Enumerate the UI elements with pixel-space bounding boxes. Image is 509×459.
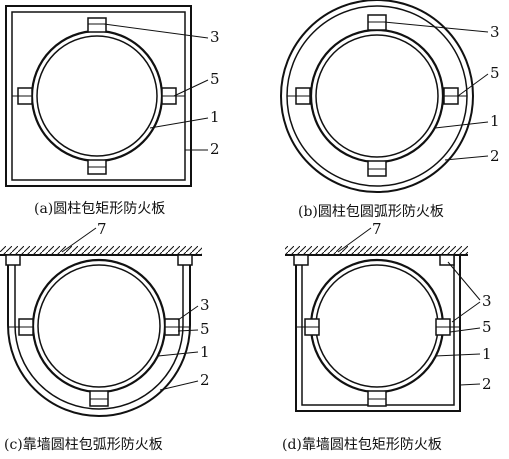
panel-d-wall-hatch	[285, 246, 468, 255]
panel-b-label-1: 1	[490, 112, 500, 130]
panel-c-label-2: 2	[200, 371, 210, 389]
panel-c-anchor-right	[177, 254, 193, 266]
panel-d-label-7: 7	[372, 220, 382, 238]
panel-c-board-inner	[14, 256, 184, 410]
panel-a-column-inner	[36, 35, 158, 157]
panel-d-board-outer	[295, 256, 461, 412]
panel-b: 3 5 1 2 (b)圆柱包圆弧形防火板	[280, 0, 500, 220]
panel-c-column-outer	[31, 258, 167, 394]
panel-d-board-inner	[301, 256, 455, 406]
panel-a: 3 5 1 2 (a)圆柱包矩形防火板	[5, 5, 220, 217]
panel-b-label-3: 3	[490, 23, 500, 41]
panel-c-anchor-left	[5, 254, 21, 266]
panel-c-label-3: 3	[200, 296, 210, 314]
panel-d-anchor-left	[293, 254, 309, 266]
panel-c-wall-hatch	[0, 246, 202, 255]
panel-b-label-5: 5	[490, 64, 500, 82]
panel-b-label-2: 2	[490, 147, 500, 165]
panel-d-label-3: 3	[482, 292, 492, 310]
panel-a-column-outer	[30, 29, 164, 163]
panel-a-label-2: 2	[210, 140, 220, 158]
panel-c-caption: (c)靠墙圆柱包弧形防火板	[4, 437, 163, 453]
panel-b-board-outer	[280, 0, 474, 193]
panel-a-board-inner	[11, 11, 186, 181]
panel-b-caption: (b)圆柱包圆弧形防火板	[298, 204, 444, 220]
panel-b-column-inner	[315, 34, 439, 158]
panel-d-label-1: 1	[482, 345, 492, 363]
panel-c-label-5: 5	[200, 320, 210, 338]
panel-c: 7 3 5 1 2 (c)靠墙圆柱包弧形防火板	[0, 220, 210, 453]
panel-a-label-3: 3	[210, 28, 220, 46]
panel-d-column-outer	[309, 258, 445, 394]
panel-d-anchor-right	[439, 254, 455, 266]
panel-d-label-5: 5	[482, 318, 492, 336]
panel-d-column-inner	[315, 264, 439, 388]
panel-c-column-inner	[37, 264, 161, 388]
panel-d: 7 3 5 1 2 (d)靠墙圆柱包矩形防火板	[282, 220, 492, 453]
panel-a-board-outer	[5, 5, 192, 187]
panel-a-bracket-top	[87, 17, 107, 33]
panel-d-caption: (d)靠墙圆柱包矩形防火板	[282, 437, 442, 453]
panel-b-column-outer	[309, 28, 445, 164]
panel-a-label-5: 5	[210, 70, 220, 88]
panel-c-label-7: 7	[97, 220, 107, 238]
panel-c-board-outer	[7, 256, 191, 417]
panel-b-board-inner	[286, 5, 468, 187]
panel-c-label-1: 1	[200, 343, 210, 361]
panel-a-label-1: 1	[210, 108, 220, 126]
panel-a-caption: (a)圆柱包矩形防火板	[34, 201, 165, 217]
panel-d-label-2: 2	[482, 375, 492, 393]
